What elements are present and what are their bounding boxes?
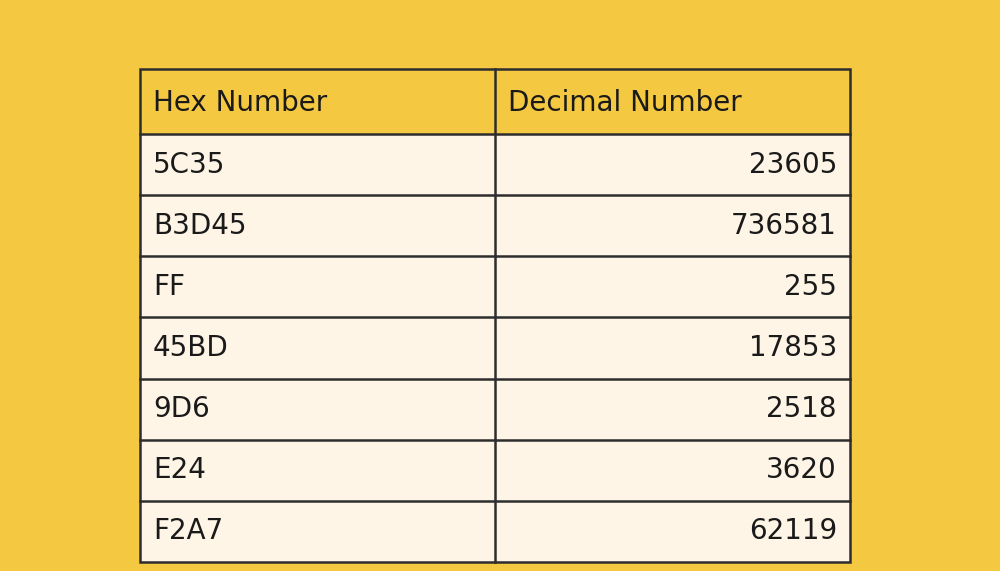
Text: 23605: 23605 — [749, 151, 837, 179]
Text: FF: FF — [153, 273, 185, 301]
Text: 9D6: 9D6 — [153, 395, 210, 423]
Text: F2A7: F2A7 — [153, 517, 223, 545]
Text: Hex Number: Hex Number — [153, 89, 327, 116]
Text: 5C35: 5C35 — [153, 151, 225, 179]
Text: 45BD: 45BD — [153, 334, 229, 362]
Text: 17853: 17853 — [749, 334, 837, 362]
Text: 255: 255 — [784, 273, 837, 301]
Text: 736581: 736581 — [731, 212, 837, 240]
Text: E24: E24 — [153, 456, 206, 484]
Text: B3D45: B3D45 — [153, 212, 247, 240]
Text: Decimal Number: Decimal Number — [508, 89, 742, 116]
Text: 3620: 3620 — [766, 456, 837, 484]
Text: 2518: 2518 — [767, 395, 837, 423]
Text: 62119: 62119 — [749, 517, 837, 545]
